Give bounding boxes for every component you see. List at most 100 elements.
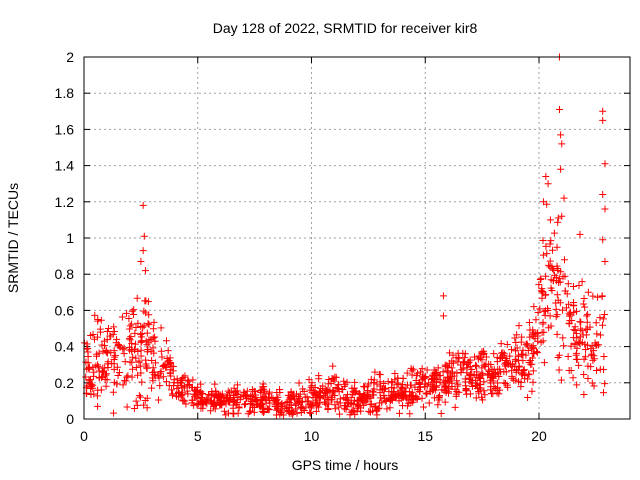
data-point: [596, 365, 604, 373]
data-point: [141, 297, 149, 305]
data-point: [560, 342, 568, 350]
data-point: [526, 333, 534, 341]
data-point: [428, 374, 436, 382]
data-point: [212, 387, 220, 395]
data-point: [267, 393, 275, 401]
data-point: [511, 334, 519, 342]
data-point: [309, 394, 317, 402]
data-point: [580, 355, 588, 363]
data-point: [544, 306, 552, 314]
data-point: [452, 354, 460, 362]
data-point: [375, 370, 383, 378]
data-point: [499, 349, 507, 357]
data-point: [446, 349, 454, 357]
data-point: [128, 373, 136, 381]
data-point: [264, 405, 272, 413]
data-point: [140, 401, 148, 409]
data-point: [157, 347, 165, 355]
data-point: [437, 409, 445, 417]
data-point: [134, 319, 142, 327]
data-point: [239, 392, 247, 400]
data-point: [571, 339, 579, 347]
data-point: [579, 300, 587, 308]
data-point: [306, 386, 314, 394]
data-point: [431, 383, 439, 391]
data-point: [559, 334, 567, 342]
data-point: [128, 307, 136, 315]
data-point: [528, 345, 536, 353]
data-point: [444, 385, 452, 393]
data-point: [461, 378, 469, 386]
data-point: [85, 363, 93, 371]
data-point: [556, 299, 564, 307]
data-point: [133, 401, 141, 409]
data-point: [466, 375, 474, 383]
y-tick-label: 0.8: [55, 266, 75, 282]
data-point: [598, 293, 606, 301]
data-point: [287, 388, 295, 396]
data-point: [588, 379, 596, 387]
data-point: [144, 298, 152, 306]
data-point: [276, 389, 284, 397]
data-point: [489, 390, 497, 398]
data-point: [557, 131, 565, 139]
data-point: [599, 116, 607, 124]
data-point: [104, 325, 112, 333]
data-point: [584, 310, 592, 318]
data-point: [539, 251, 547, 259]
data-point: [316, 394, 324, 402]
data-point: [132, 340, 140, 348]
data-point: [504, 360, 512, 368]
data-point: [140, 322, 148, 330]
data-point: [179, 397, 187, 405]
data-point: [161, 361, 169, 369]
data-point: [457, 368, 465, 376]
data-point: [550, 229, 558, 237]
data-point: [526, 326, 534, 334]
data-point: [257, 388, 265, 396]
data-point: [584, 288, 592, 296]
data-point: [126, 325, 134, 333]
data-point: [341, 380, 349, 388]
data-point: [131, 329, 139, 337]
data-point: [444, 368, 452, 376]
data-point: [139, 247, 147, 255]
data-point: [570, 301, 578, 309]
data-point: [90, 335, 98, 343]
data-point: [508, 374, 516, 382]
data-point: [521, 372, 529, 380]
data-point: [498, 349, 506, 357]
data-point: [423, 366, 431, 374]
data-point: [576, 318, 584, 326]
data-point: [376, 378, 384, 386]
data-point: [575, 361, 583, 369]
data-point: [152, 359, 160, 367]
data-point: [421, 383, 429, 391]
data-point: [277, 408, 285, 416]
data-point: [324, 405, 332, 413]
data-point: [434, 401, 442, 409]
data-point: [185, 377, 193, 385]
data-point: [339, 386, 347, 394]
data-point: [384, 378, 392, 386]
data-point: [528, 387, 536, 395]
data-point: [555, 279, 563, 287]
data-point: [546, 240, 554, 248]
data-point: [517, 338, 525, 346]
data-point: [83, 382, 91, 390]
data-point: [132, 324, 140, 332]
data-point: [147, 335, 155, 343]
data-point: [120, 377, 128, 385]
data-point: [349, 407, 357, 415]
data-point: [184, 390, 192, 398]
data-point: [136, 393, 144, 401]
data-point: [387, 392, 395, 400]
data-point: [90, 390, 98, 398]
data-point: [307, 404, 315, 412]
data-point: [439, 292, 447, 300]
data-point: [135, 392, 143, 400]
data-point: [223, 392, 231, 400]
data-point: [107, 349, 115, 357]
data-point: [439, 312, 447, 320]
data-point: [475, 374, 483, 382]
